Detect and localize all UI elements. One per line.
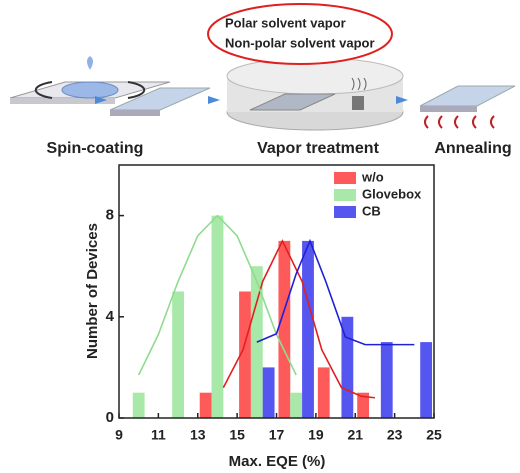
- arrow: [396, 96, 408, 104]
- rotation-arrow: [34, 81, 53, 99]
- x-tick-label: 17: [269, 427, 285, 443]
- bar: [132, 392, 145, 418]
- x-tick-label: 23: [387, 427, 403, 443]
- bar: [317, 367, 330, 418]
- legend-label: CB: [362, 203, 381, 218]
- y-tick-label: 4: [106, 308, 115, 325]
- x-tick-label: 15: [229, 427, 245, 443]
- bar: [278, 240, 291, 418]
- y-axis-label: Number of Devices: [84, 223, 101, 359]
- x-tick-label: 9: [115, 427, 123, 443]
- legend-label: Glovebox: [362, 186, 422, 201]
- x-tick-label: 11: [151, 427, 166, 443]
- bar: [211, 215, 224, 418]
- bar: [290, 392, 303, 418]
- fit-curve: [222, 239, 376, 399]
- droplet-film: [61, 81, 119, 99]
- bar: [199, 392, 212, 418]
- x-axis-label: Max. EQE (%): [229, 453, 326, 470]
- film-edge: [110, 110, 160, 116]
- x-tick-label: 19: [308, 427, 324, 443]
- fit-curve: [137, 214, 297, 376]
- bubble-text: Polar solvent vapor: [225, 15, 346, 30]
- schematic: Polar solvent vapor Non-polar solvent va…: [9, 3, 516, 157]
- bar: [239, 291, 251, 418]
- step-label: Vapor treatment: [257, 140, 379, 157]
- speech-bubble: [207, 3, 393, 65]
- bar: [420, 342, 433, 418]
- bar: [357, 392, 370, 418]
- film: [249, 93, 336, 111]
- step-label: Spin-coating: [47, 140, 144, 157]
- legend-swatch: [334, 189, 356, 201]
- bar: [262, 367, 275, 418]
- heat: [424, 115, 495, 129]
- bar: [172, 291, 184, 418]
- arrow: [208, 96, 220, 104]
- fit-curve: [256, 238, 415, 346]
- arrow: [95, 96, 107, 104]
- chart: Number of Devices Max. EQE (%) 0 4 8 9 11 13 1…: [84, 164, 442, 470]
- legend-swatch: [334, 172, 356, 184]
- y-tick-label: 0: [106, 409, 114, 426]
- x-tick-label: 13: [190, 427, 206, 443]
- legend-swatch: [334, 206, 356, 218]
- x-tick-label: 25: [426, 427, 442, 443]
- bar: [341, 316, 354, 418]
- substrate-edge: [10, 98, 115, 104]
- film-edge: [420, 106, 477, 112]
- film: [419, 85, 516, 107]
- legend-label: w/o: [361, 169, 384, 184]
- vapor: [351, 77, 367, 91]
- solvent-vial: [352, 96, 364, 110]
- bubble-text: Non-polar solvent vapor: [225, 35, 375, 50]
- y-tick-label: 8: [106, 207, 114, 224]
- x-tick-label: 21: [347, 427, 363, 443]
- bar: [380, 342, 393, 418]
- step-label: Annealing: [434, 140, 511, 157]
- bar: [302, 240, 314, 418]
- droplet: [87, 56, 93, 70]
- rotation-arrow: [127, 81, 146, 99]
